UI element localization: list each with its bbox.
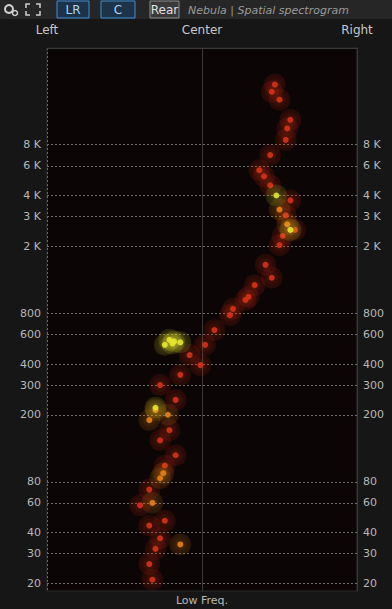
svg-text:20: 20 [27,577,41,590]
svg-text:80: 80 [27,475,41,488]
svg-text:LR: LR [65,3,80,17]
svg-text:6 K: 6 K [23,159,41,172]
svg-text:800: 800 [20,307,41,320]
svg-text:20: 20 [363,577,377,590]
svg-text:60: 60 [27,496,41,509]
svg-text:Low Freq.: Low Freq. [176,594,228,607]
svg-text:3 K: 3 K [363,210,381,223]
svg-text:200: 200 [20,408,41,421]
svg-text:80: 80 [363,475,377,488]
svg-text:Nebula | Spatial spectrogram: Nebula | Spatial spectrogram [188,4,349,17]
svg-text:4 K: 4 K [23,189,41,202]
svg-text:2 K: 2 K [363,240,381,253]
svg-text:30: 30 [363,547,377,560]
svg-text:2 K: 2 K [23,240,41,253]
svg-text:600: 600 [363,328,384,341]
svg-text:Left: Left [36,23,59,37]
svg-text:60: 60 [363,496,377,509]
svg-text:30: 30 [27,547,41,560]
svg-text:4 K: 4 K [363,189,381,202]
svg-text:200: 200 [363,408,384,421]
svg-text:8 K: 8 K [363,138,381,151]
svg-text:600: 600 [20,328,41,341]
svg-text:800: 800 [363,307,384,320]
svg-text:Rear: Rear [151,3,179,17]
svg-text:8 K: 8 K [23,138,41,151]
svg-text:40: 40 [27,526,41,539]
svg-text:Center: Center [182,23,222,37]
svg-text:6 K: 6 K [363,159,381,172]
svg-text:Right: Right [341,23,373,37]
svg-text:400: 400 [20,358,41,371]
svg-text:300: 300 [20,379,41,392]
svg-text:300: 300 [363,379,384,392]
svg-text:400: 400 [363,358,384,371]
svg-text:C: C [114,3,122,17]
svg-text:3 K: 3 K [23,210,41,223]
svg-text:40: 40 [363,526,377,539]
